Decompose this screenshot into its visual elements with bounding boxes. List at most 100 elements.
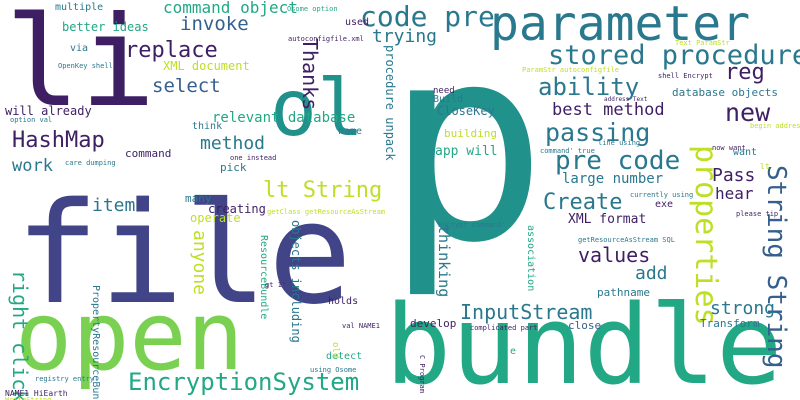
word-app-will: app will (435, 144, 498, 159)
word-text-paramstr: Text ParamStr (675, 39, 730, 47)
word-creating: creating (208, 202, 266, 216)
word-think: think (192, 121, 223, 132)
word-propertyresourcebundle: PropertyResourceBundle (90, 285, 101, 400)
word-e: e (510, 346, 517, 357)
word-database-objects: database objects (672, 86, 778, 99)
word-old: old (330, 342, 340, 359)
word-invoke: invoke (180, 13, 249, 35)
word-writestring: WriteString (5, 396, 52, 400)
word-thanks: Thanks (298, 38, 322, 111)
word-hashmap: HashMap (12, 128, 105, 153)
word-getresourceasstream-sql: getResourceAsStream SQL (578, 236, 675, 244)
word-please-tip: please tip (736, 210, 779, 218)
word-bundle: bundle (385, 281, 783, 400)
word-xml-document: XML document (163, 59, 250, 73)
word-shell-encrypt: shell Encrypt (658, 72, 713, 80)
word-develop: develop (410, 317, 457, 330)
word-exe: exe (655, 199, 674, 210)
word-hear: hear (715, 184, 754, 203)
word-close: close (568, 319, 602, 332)
word-xml-format: XML format (568, 212, 647, 227)
word-command: command (125, 147, 172, 160)
word-holds: holds (328, 296, 359, 307)
word-pick: pick (220, 161, 247, 174)
word-detect: detect (326, 351, 363, 362)
word-work: work (12, 156, 53, 176)
word-encrypt-command: Encrypt command' (438, 221, 506, 229)
word-paramstr-autoconfigfile: ParamStr autoconfigfile (522, 66, 619, 74)
word-complicated-part: complicated part (470, 324, 538, 332)
word-add: add (635, 263, 668, 284)
word-c-program: C Program (418, 355, 426, 393)
word-passing: passing (545, 118, 651, 147)
word-autoconfigfile-xml: autoconfigfile.xml (288, 35, 364, 43)
word-li: li (5, 0, 156, 135)
word-reg: reg (725, 60, 765, 85)
word-lt: lt (760, 162, 770, 171)
word-right-click: right click (8, 270, 32, 400)
word-option-val: option val (10, 116, 53, 124)
word-code-pre: code pre (360, 0, 495, 33)
word-relevant-database: relevant database (212, 110, 356, 126)
word-transform: Transform (700, 317, 760, 330)
word-properties: properties (688, 145, 723, 326)
word-build: Build (433, 94, 464, 105)
word-create: Create (543, 190, 623, 215)
word-getclass-getresourceasstream: getClass getResourceAsStream (267, 208, 386, 216)
word-building: building (444, 127, 497, 140)
word-ol: ol (270, 64, 364, 154)
word-encryptionsystem: EncryptionSystem (128, 368, 360, 396)
word-ability: ability (538, 73, 640, 101)
word-name1-hiearth: NAME1 HiEarth (5, 389, 68, 398)
word-stored-procedure: stored procedure (548, 40, 800, 71)
word-select: select (152, 75, 221, 97)
word-procedure-unpack: procedure unpack (383, 45, 397, 161)
word-best-method: best method (552, 100, 665, 120)
word-pre-code: pre code (555, 146, 681, 176)
word-address-text: address Text (604, 96, 648, 103)
word-osome-option: Osome option (287, 5, 338, 13)
word-currently-using: currently using (630, 191, 694, 199)
word-association: association (525, 225, 536, 292)
word-closekey: CloseKey (437, 104, 495, 118)
word-val-name1: val NAME1 (342, 322, 380, 330)
word-trying: trying (372, 26, 438, 47)
word-care-dumping: care dumping (65, 159, 116, 167)
word-thinking: thinking (435, 225, 453, 298)
word-openkey-shell: OpenKey shell (58, 62, 113, 70)
word-will-already: will already (5, 104, 92, 118)
word-inputstream: InputStream (460, 300, 593, 324)
word-line-using: line using (598, 139, 641, 147)
word-large-number: large number (562, 171, 664, 187)
word-strong: strong (710, 298, 776, 319)
word-resourcebundle: ResourceBundle (258, 235, 269, 320)
word-method: method (200, 133, 266, 154)
word-objects-including: objects including (289, 220, 303, 343)
word-values: values (578, 243, 651, 267)
word-using-osome: using Osome (310, 366, 357, 374)
word-operate: operate (190, 211, 241, 225)
word-begin-address: begin address (750, 122, 800, 130)
word-registry-entry: registry entry (35, 375, 95, 383)
word-file: file (15, 173, 353, 336)
word-open: open (15, 282, 244, 392)
word-replace: replace (125, 38, 218, 63)
word-anyone: anyone (189, 230, 210, 296)
word-gt-1: gt 1' (265, 281, 287, 289)
word-pass: Pass (712, 165, 756, 186)
word-better-ideas: better ideas (62, 20, 149, 34)
word-parameter: parameter (490, 0, 751, 52)
word-new: new (725, 98, 771, 127)
word-item: item (92, 195, 136, 216)
word-want: want (733, 147, 758, 158)
word-multiple: multiple (55, 2, 104, 13)
word-used: used (345, 17, 370, 28)
word-via: via (70, 43, 89, 54)
word-one-instead: one instead (230, 154, 277, 162)
word-p: p (385, 0, 548, 302)
word-string-string: String String (761, 165, 791, 369)
word-lt-string: lt String (263, 178, 383, 203)
word-name: name (338, 126, 363, 137)
word-pathname: pathname (597, 286, 650, 299)
